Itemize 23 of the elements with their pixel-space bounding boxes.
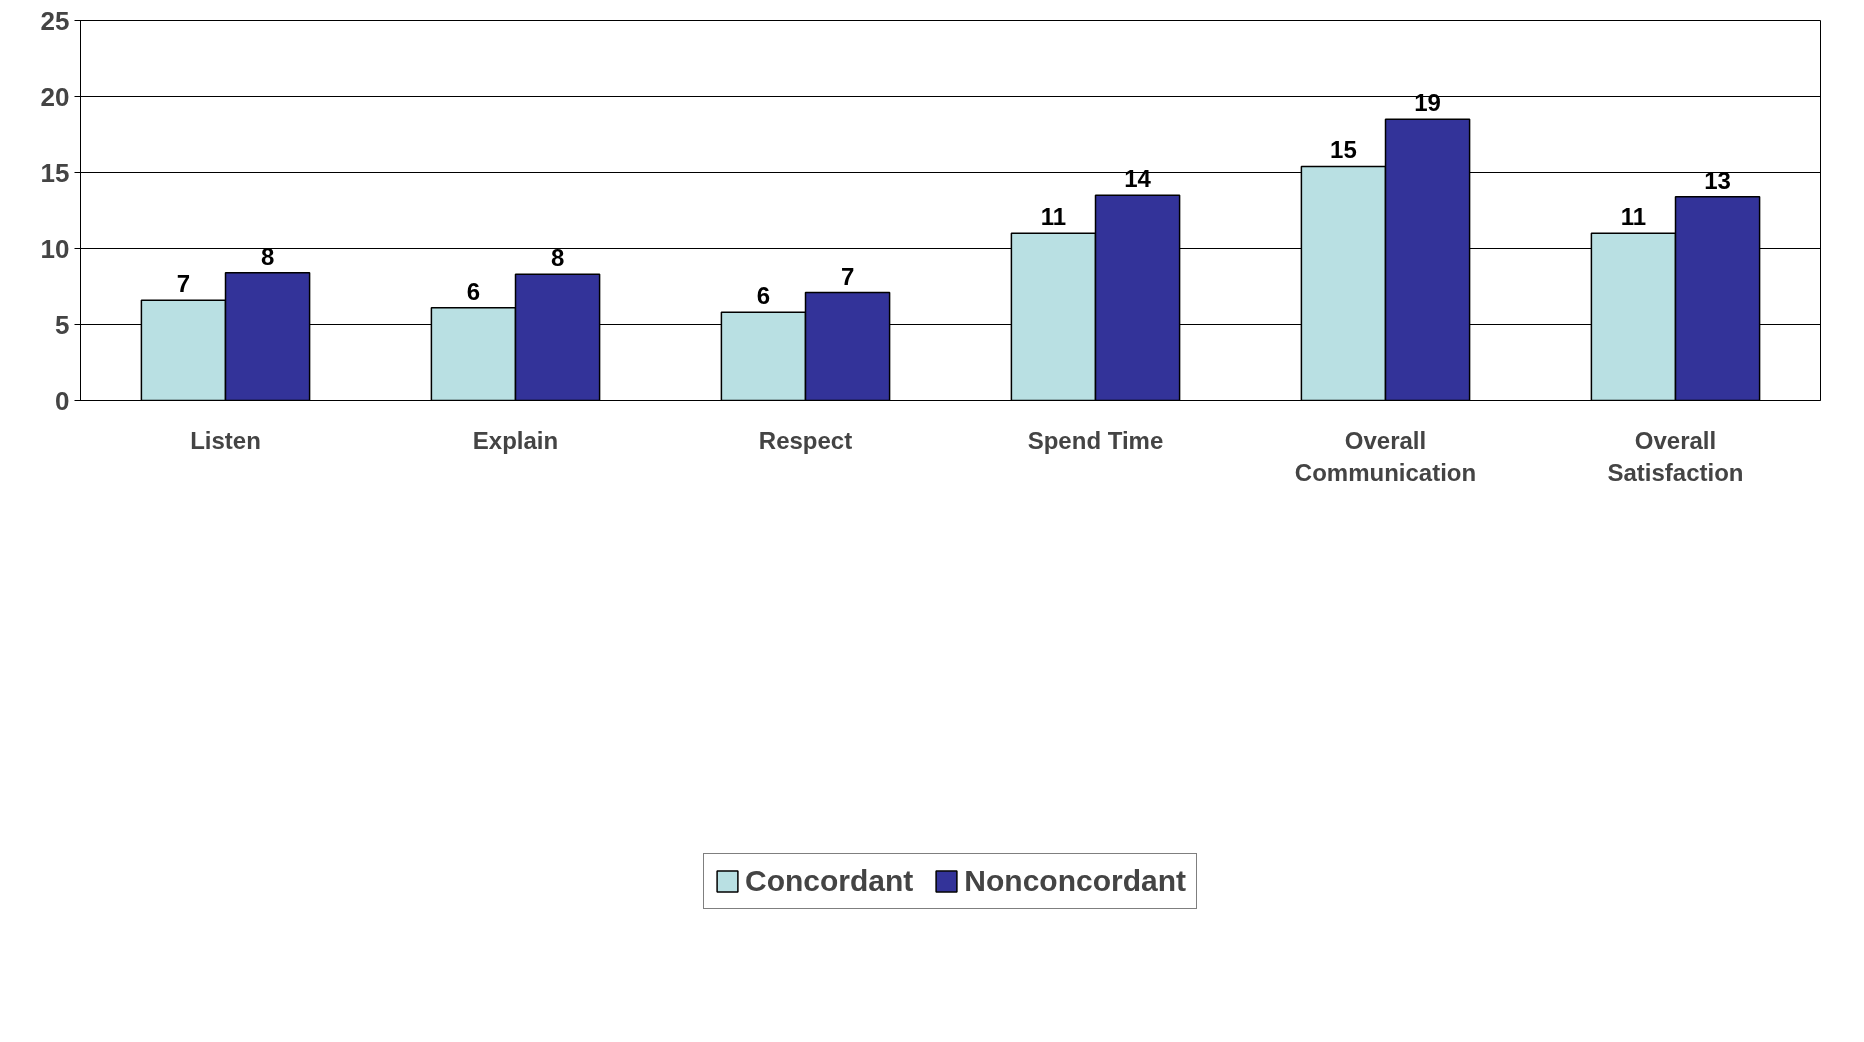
y-tick-label: 20	[40, 81, 70, 112]
data-label: 6	[756, 282, 771, 310]
x-tick-label: Spend Time	[1027, 426, 1164, 454]
x-tick-label: Overall Satisfaction	[1607, 426, 1744, 486]
data-label: 15	[1330, 136, 1357, 164]
x-tick-label: Overall Communication	[1294, 426, 1477, 486]
data-label: 11	[1620, 203, 1647, 231]
legend-label: Concordant	[745, 863, 914, 898]
y-tick-label: 25	[40, 5, 70, 36]
data-label: 7	[176, 270, 191, 298]
data-label: 8	[260, 242, 275, 270]
x-tick-label: Listen	[190, 426, 261, 454]
data-label: 8	[550, 244, 565, 272]
legend-label: Nonconcordant	[964, 863, 1186, 898]
y-tick-label: 0	[55, 385, 70, 416]
x-tick-label: Respect	[758, 426, 853, 454]
data-label: 6	[466, 277, 481, 305]
y-tick-label: 5	[55, 309, 70, 340]
data-label: 7	[840, 262, 855, 290]
y-tick-label: 15	[40, 157, 70, 188]
x-tick-label: Explain	[472, 426, 559, 454]
data-label: 11	[1040, 203, 1067, 231]
y-tick-label: 10	[40, 233, 70, 264]
